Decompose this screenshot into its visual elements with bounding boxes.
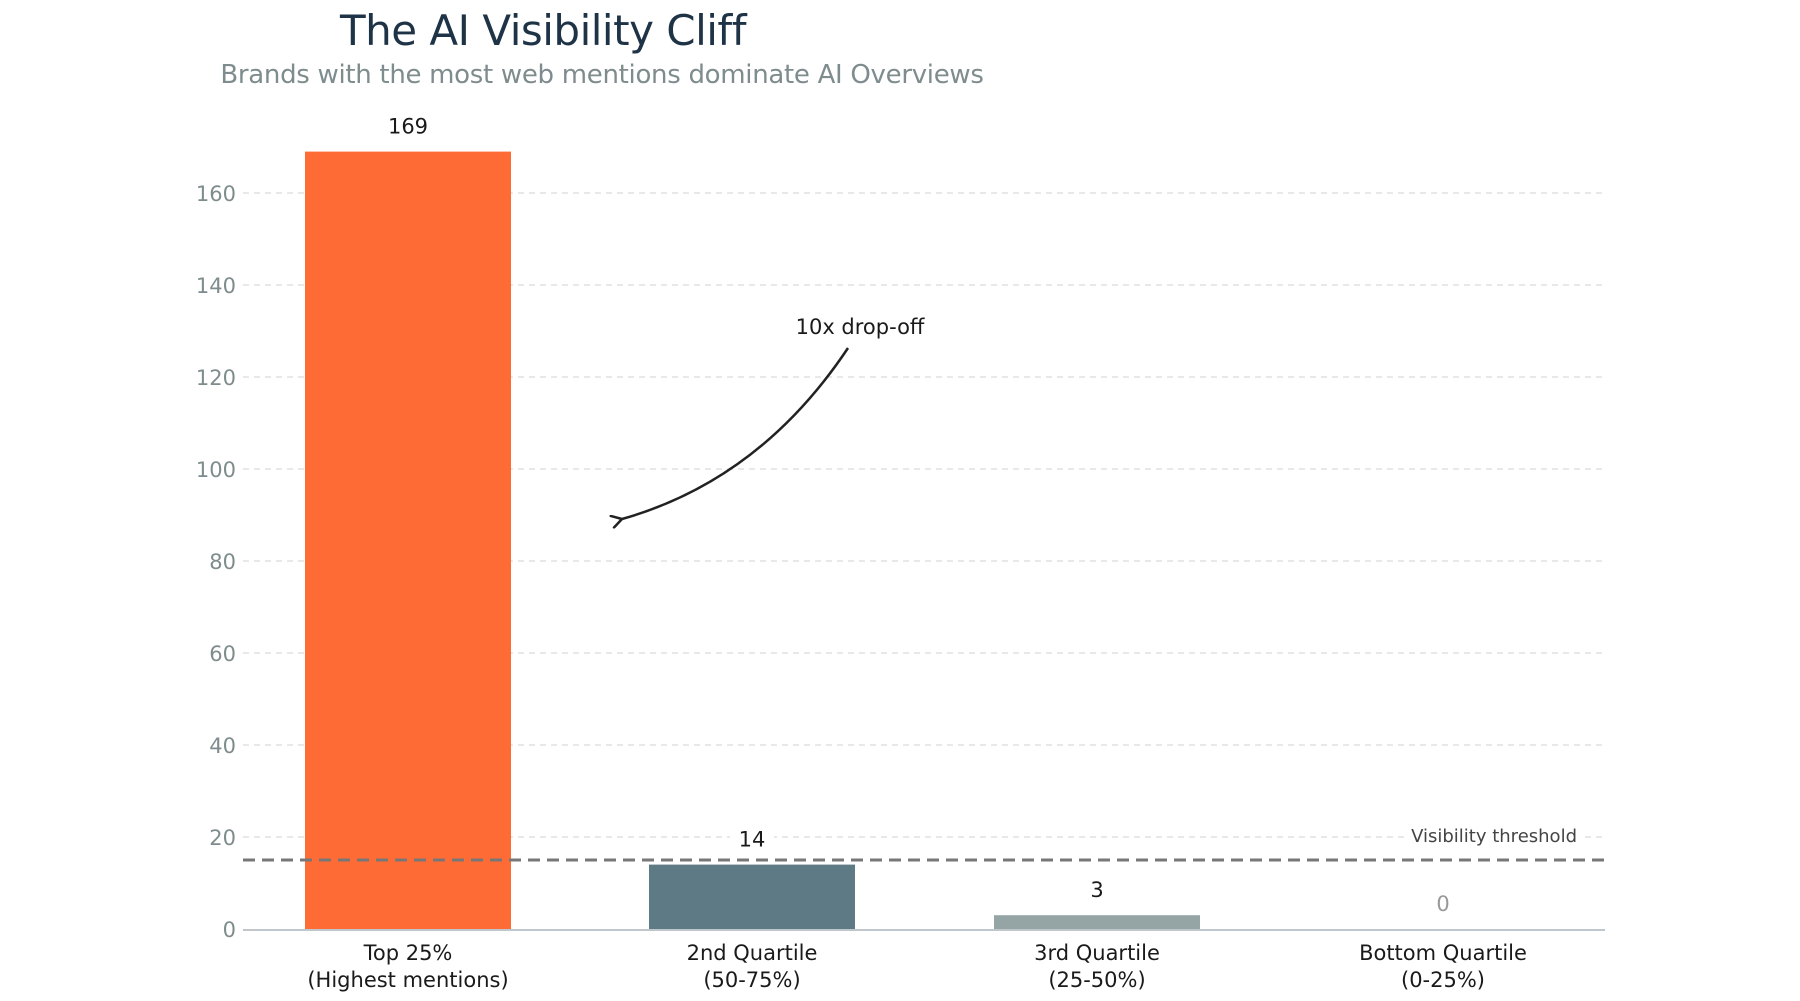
y-tick-label-20: 20 [209, 826, 236, 850]
y-tick-label-80: 80 [209, 550, 236, 574]
annotation: 10x drop-off [622, 315, 925, 519]
value-label-bg-2 [1075, 877, 1119, 902]
gridlines [243, 192, 1605, 838]
bar-0 [305, 151, 511, 930]
bar-2 [994, 915, 1200, 929]
category-label-3-line-0: Bottom Quartile [1359, 941, 1527, 965]
value-labels: 169 14 3 0 [388, 115, 1450, 916]
y-axis-ticks: 0 20 40 60 80 100 120 140 160 [196, 182, 236, 942]
category-label-3-line-1: (0-25%) [1401, 968, 1485, 992]
category-label-1-line-1: (50-75%) [703, 968, 800, 992]
y-tick-label-40: 40 [209, 734, 236, 758]
threshold: Visibility threshold [243, 825, 1605, 862]
y-tick-label-140: 140 [196, 274, 236, 298]
y-tick-label-60: 60 [209, 642, 236, 666]
threshold-label-bg [1408, 825, 1581, 847]
threshold-label: Visibility threshold [1411, 826, 1577, 847]
bar-1 [649, 864, 855, 929]
y-tick-label-0: 0 [223, 918, 236, 942]
chart-title: The AI Visibility Cliff [339, 6, 747, 55]
value-label-0: 169 [388, 115, 428, 139]
annotation-text: 10x drop-off [796, 315, 925, 339]
value-label-3: 0 [1436, 892, 1449, 916]
value-label-2: 3 [1090, 878, 1103, 902]
category-labels: Top 25% (Highest mentions) 2nd Quartile (50… [307, 941, 1527, 992]
category-label-0-line-0: Top 25% [363, 941, 453, 965]
chart-subtitle: Brands with the most web mentions domina… [220, 60, 984, 90]
y-tick-label-100: 100 [196, 458, 236, 482]
y-tick-label-160: 160 [196, 182, 236, 206]
value-label-bg-1 [730, 826, 774, 851]
y-tick-label-120: 120 [196, 366, 236, 390]
bars [305, 151, 1200, 930]
category-label-1-line-0: 2nd Quartile [687, 941, 818, 965]
annotation-arrow [622, 347, 850, 519]
category-label-2-line-0: 3rd Quartile [1034, 941, 1160, 965]
value-label-1: 14 [739, 828, 766, 852]
category-label-2-line-1: (25-50%) [1048, 968, 1145, 992]
category-label-0-line-1: (Highest mentions) [307, 968, 508, 992]
